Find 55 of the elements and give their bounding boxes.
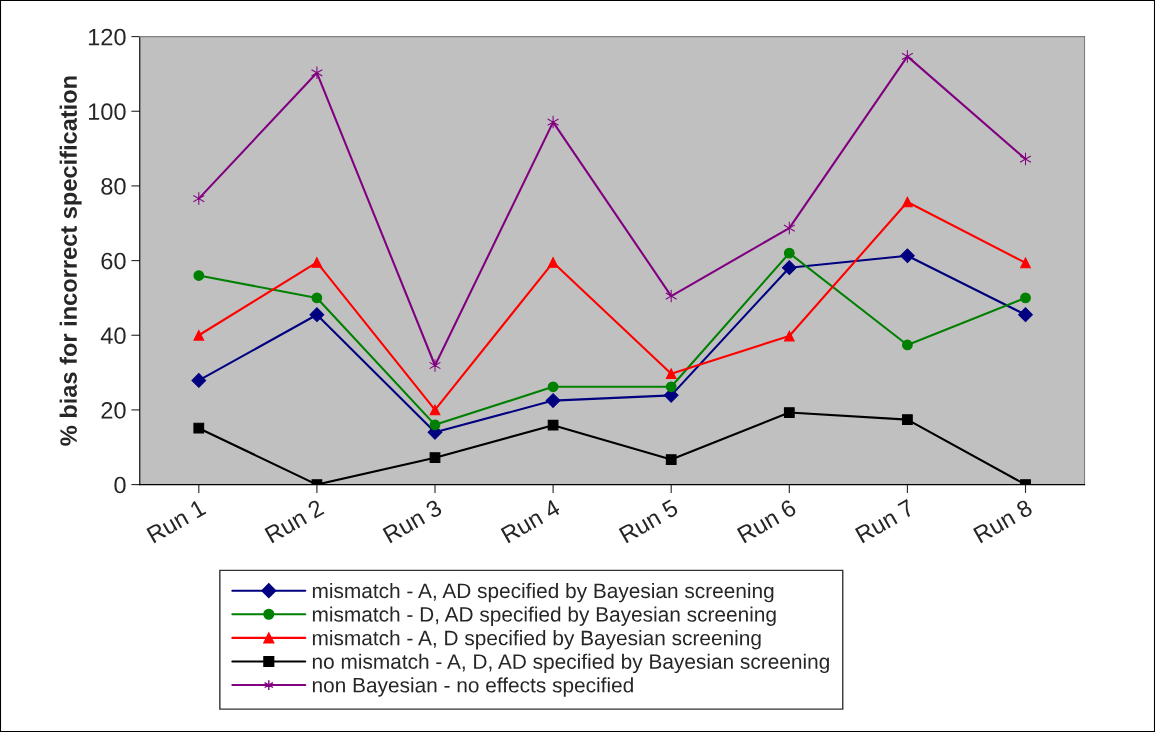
point [545,393,561,408]
x-tick-label: Run 5 [618,499,680,544]
y-tick-label: 0 [114,476,126,494]
point [547,381,559,393]
y-tick-label: 40 [100,327,126,345]
y-tick-label: 80 [101,178,126,195]
y-axis-title: % bias for incorrect specification [59,76,82,446]
x-tick-label: Run 7 [854,499,916,544]
point [1018,307,1033,323]
x-tick-label: Run 6 [736,498,798,544]
legend-label: no mismatch - A, D, AD specified by Bayesian screening [312,653,829,674]
point [1020,257,1031,269]
point [429,419,441,431]
legend-label: non Bayesian - no effects specified [312,677,633,697]
point [665,368,677,380]
y-tick-label: 120 [88,28,126,46]
point [193,422,205,434]
point [1019,152,1032,166]
point [429,358,441,373]
point [783,221,796,235]
point [665,454,677,465]
point [311,292,323,304]
point [783,330,795,342]
point [665,381,677,393]
point [902,196,913,208]
point [900,248,915,264]
point [902,339,913,351]
point [193,329,205,341]
point [547,257,559,268]
legend-label: mismatch - D, AD specified by Bayesian screening [312,606,776,626]
point [783,407,795,418]
point [191,373,207,388]
x-tick-label: Run 3 [382,498,443,544]
x-tick-label: Run 1 [146,499,207,544]
point [1020,292,1031,304]
point [901,49,914,64]
point [781,260,797,276]
point [783,247,795,259]
x-tick-label: Run 4 [500,498,562,544]
y-tick-label: 60 [101,252,126,270]
legend-label: mismatch - A, AD specified by Bayesian screening [312,582,774,603]
legend-label: mismatch - A, D specified by Bayesian screening [312,630,761,650]
point [429,452,441,464]
x-tick-label: Run 2 [264,498,325,544]
point [665,289,678,303]
x-tick-label: Run 8 [972,498,1034,544]
point [429,404,441,416]
point [547,419,559,431]
point [902,414,913,426]
y-tick-label: 100 [88,103,126,121]
y-tick-label: 20 [101,401,126,419]
point [193,270,205,281]
point [192,191,205,206]
point [311,257,323,268]
point [309,307,325,323]
